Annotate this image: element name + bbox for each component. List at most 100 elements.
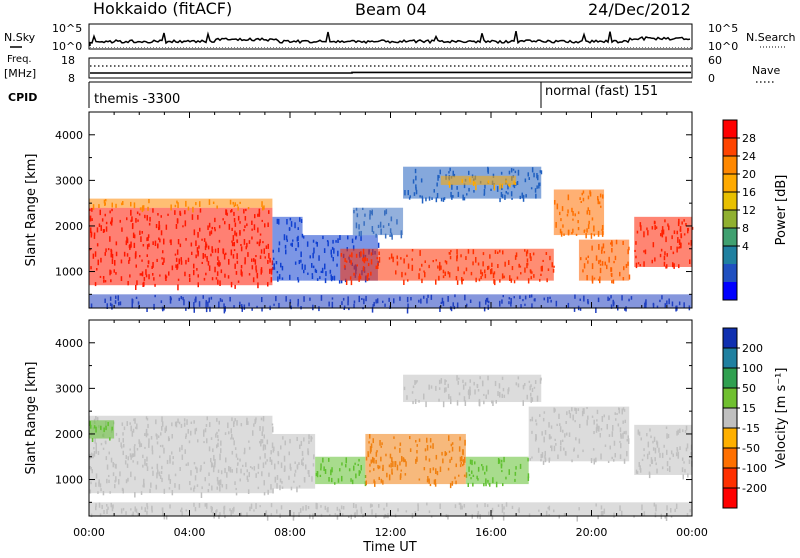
- power-scatter-cell: [140, 236, 142, 242]
- power-scatter-cell: [328, 301, 330, 307]
- velocity-scatter-cell: [186, 419, 188, 425]
- power-scatter-cell: [370, 252, 373, 256]
- power-scatter-cell: [131, 302, 133, 308]
- velocity-scatter-cell: [99, 483, 102, 488]
- velocity-scatter-cell: [115, 463, 117, 469]
- power-scatter-cell: [203, 238, 206, 242]
- power-scatter-cell: [261, 201, 263, 208]
- velocity-scatter-cell: [670, 515, 673, 518]
- power-scatter-cell: [484, 269, 486, 274]
- power-scatter-cell: [239, 221, 241, 224]
- power-scatter-cell: [240, 246, 243, 252]
- velocity-scatter-cell: [424, 448, 427, 452]
- velocity-scatter-cell: [144, 507, 146, 512]
- power-scatter-cell: [572, 211, 574, 216]
- power-scatter-cell: [245, 208, 247, 212]
- power-scatter-cell: [182, 225, 184, 228]
- velocity-scatter-cell: [141, 506, 143, 510]
- power-scatter-cell: [487, 304, 489, 310]
- power-colorbar-segment: [723, 120, 737, 139]
- velocity-scatter-cell: [111, 426, 113, 431]
- power-scatter-cell: [214, 228, 216, 232]
- velocity-scatter-cell: [403, 386, 406, 391]
- velocity-scatter-cell: [675, 503, 678, 509]
- velocity-scatter-cell: [336, 514, 339, 520]
- velocity-scatter-cell: [354, 462, 356, 465]
- velocity-scatter-cell: [471, 459, 473, 466]
- velocity-scatter-cell: [468, 466, 470, 472]
- velocity-scatter-cell: [369, 434, 371, 439]
- velocity-scatter-cell: [125, 455, 127, 460]
- power-scatter-cell: [540, 170, 543, 175]
- freq-trace: [90, 71, 691, 74]
- velocity-scatter-cell: [253, 466, 256, 471]
- velocity-scatter-cell: [218, 420, 220, 425]
- velocity-scatter-cell: [218, 480, 220, 486]
- power-scatter-cell: [651, 226, 654, 230]
- velocity-scatter-cell: [536, 395, 539, 402]
- power-scatter-cell: [499, 198, 501, 203]
- power-scatter-cell: [507, 192, 509, 195]
- power-scatter-cell: [255, 265, 257, 271]
- velocity-scatter-cell: [613, 440, 616, 446]
- velocity-scatter-cell: [134, 444, 136, 447]
- velocity-scatter-cell: [144, 459, 146, 465]
- power-scatter-cell: [490, 269, 492, 275]
- power-scatter-cell: [675, 305, 677, 312]
- velocity-scatter-cell: [106, 509, 108, 514]
- power-scatter-cell: [120, 276, 123, 281]
- power-scatter-cell: [469, 177, 471, 181]
- velocity-scatter-cell: [682, 429, 684, 433]
- velocity-scatter-cell: [95, 447, 97, 454]
- velocity-scatter-cell: [224, 432, 227, 435]
- velocity-scatter-cell: [445, 387, 447, 392]
- power-colorbar-segment: [723, 156, 737, 175]
- power-scatter-cell: [345, 260, 348, 263]
- velocity-scatter-cell: [303, 477, 306, 483]
- power-scatter-cell: [267, 222, 269, 227]
- velocity-scatter-cell: [255, 503, 257, 509]
- power-scatter-cell: [355, 222, 358, 229]
- velocity-scatter-cell: [216, 431, 218, 435]
- power-scatter-cell: [115, 251, 118, 257]
- velocity-scatter-cell: [637, 429, 640, 435]
- power-scatter-cell: [366, 258, 368, 262]
- power-scatter-cell: [347, 235, 349, 240]
- power-colorbar-segment: [723, 138, 737, 157]
- power-scatter-cell: [168, 271, 170, 276]
- power-scatter-cell: [607, 296, 609, 301]
- velocity-scatter-cell: [563, 447, 565, 451]
- velocity-scatter-cell: [653, 436, 656, 442]
- beam-title: Beam 04: [355, 0, 427, 19]
- velocity-scatter-cell: [223, 509, 225, 515]
- power-scatter-cell: [223, 307, 226, 314]
- velocity-scatter-cell: [171, 451, 173, 455]
- power-scatter-cell: [435, 197, 438, 203]
- power-scatter-cell: [89, 198, 273, 208]
- velocity-scatter-cell: [491, 507, 494, 512]
- velocity-scatter-cell: [292, 515, 295, 521]
- power-scatter-cell: [227, 275, 230, 279]
- velocity-scatter-cell: [491, 514, 494, 520]
- power-scatter-cell: [215, 277, 218, 280]
- power-scatter-cell: [289, 217, 292, 221]
- velocity-scatter-cell: [214, 459, 216, 465]
- power-scatter-cell: [378, 257, 381, 263]
- velocity-scatter-cell: [127, 477, 129, 482]
- velocity-scatter-cell: [477, 389, 480, 392]
- power-scatter-cell: [531, 271, 533, 274]
- velocity-scatter-cell: [322, 457, 324, 463]
- velocity-scatter-cell: [194, 475, 197, 481]
- power-scatter-cell: [178, 297, 180, 301]
- velocity-scatter-cell: [166, 459, 169, 465]
- velocity-scatter-cell: [260, 417, 263, 421]
- power-scatter-cell: [291, 242, 293, 247]
- velocity-scatter-cell: [434, 479, 437, 485]
- power-scatter-cell: [560, 218, 562, 222]
- power-scatter-cell: [583, 295, 585, 302]
- power-scatter-cell: [101, 218, 104, 222]
- power-scatter-cell: [583, 263, 586, 269]
- velocity-scatter-cell: [450, 398, 452, 405]
- velocity-scatter-cell: [144, 463, 146, 466]
- power-scatter-cell: [661, 295, 663, 300]
